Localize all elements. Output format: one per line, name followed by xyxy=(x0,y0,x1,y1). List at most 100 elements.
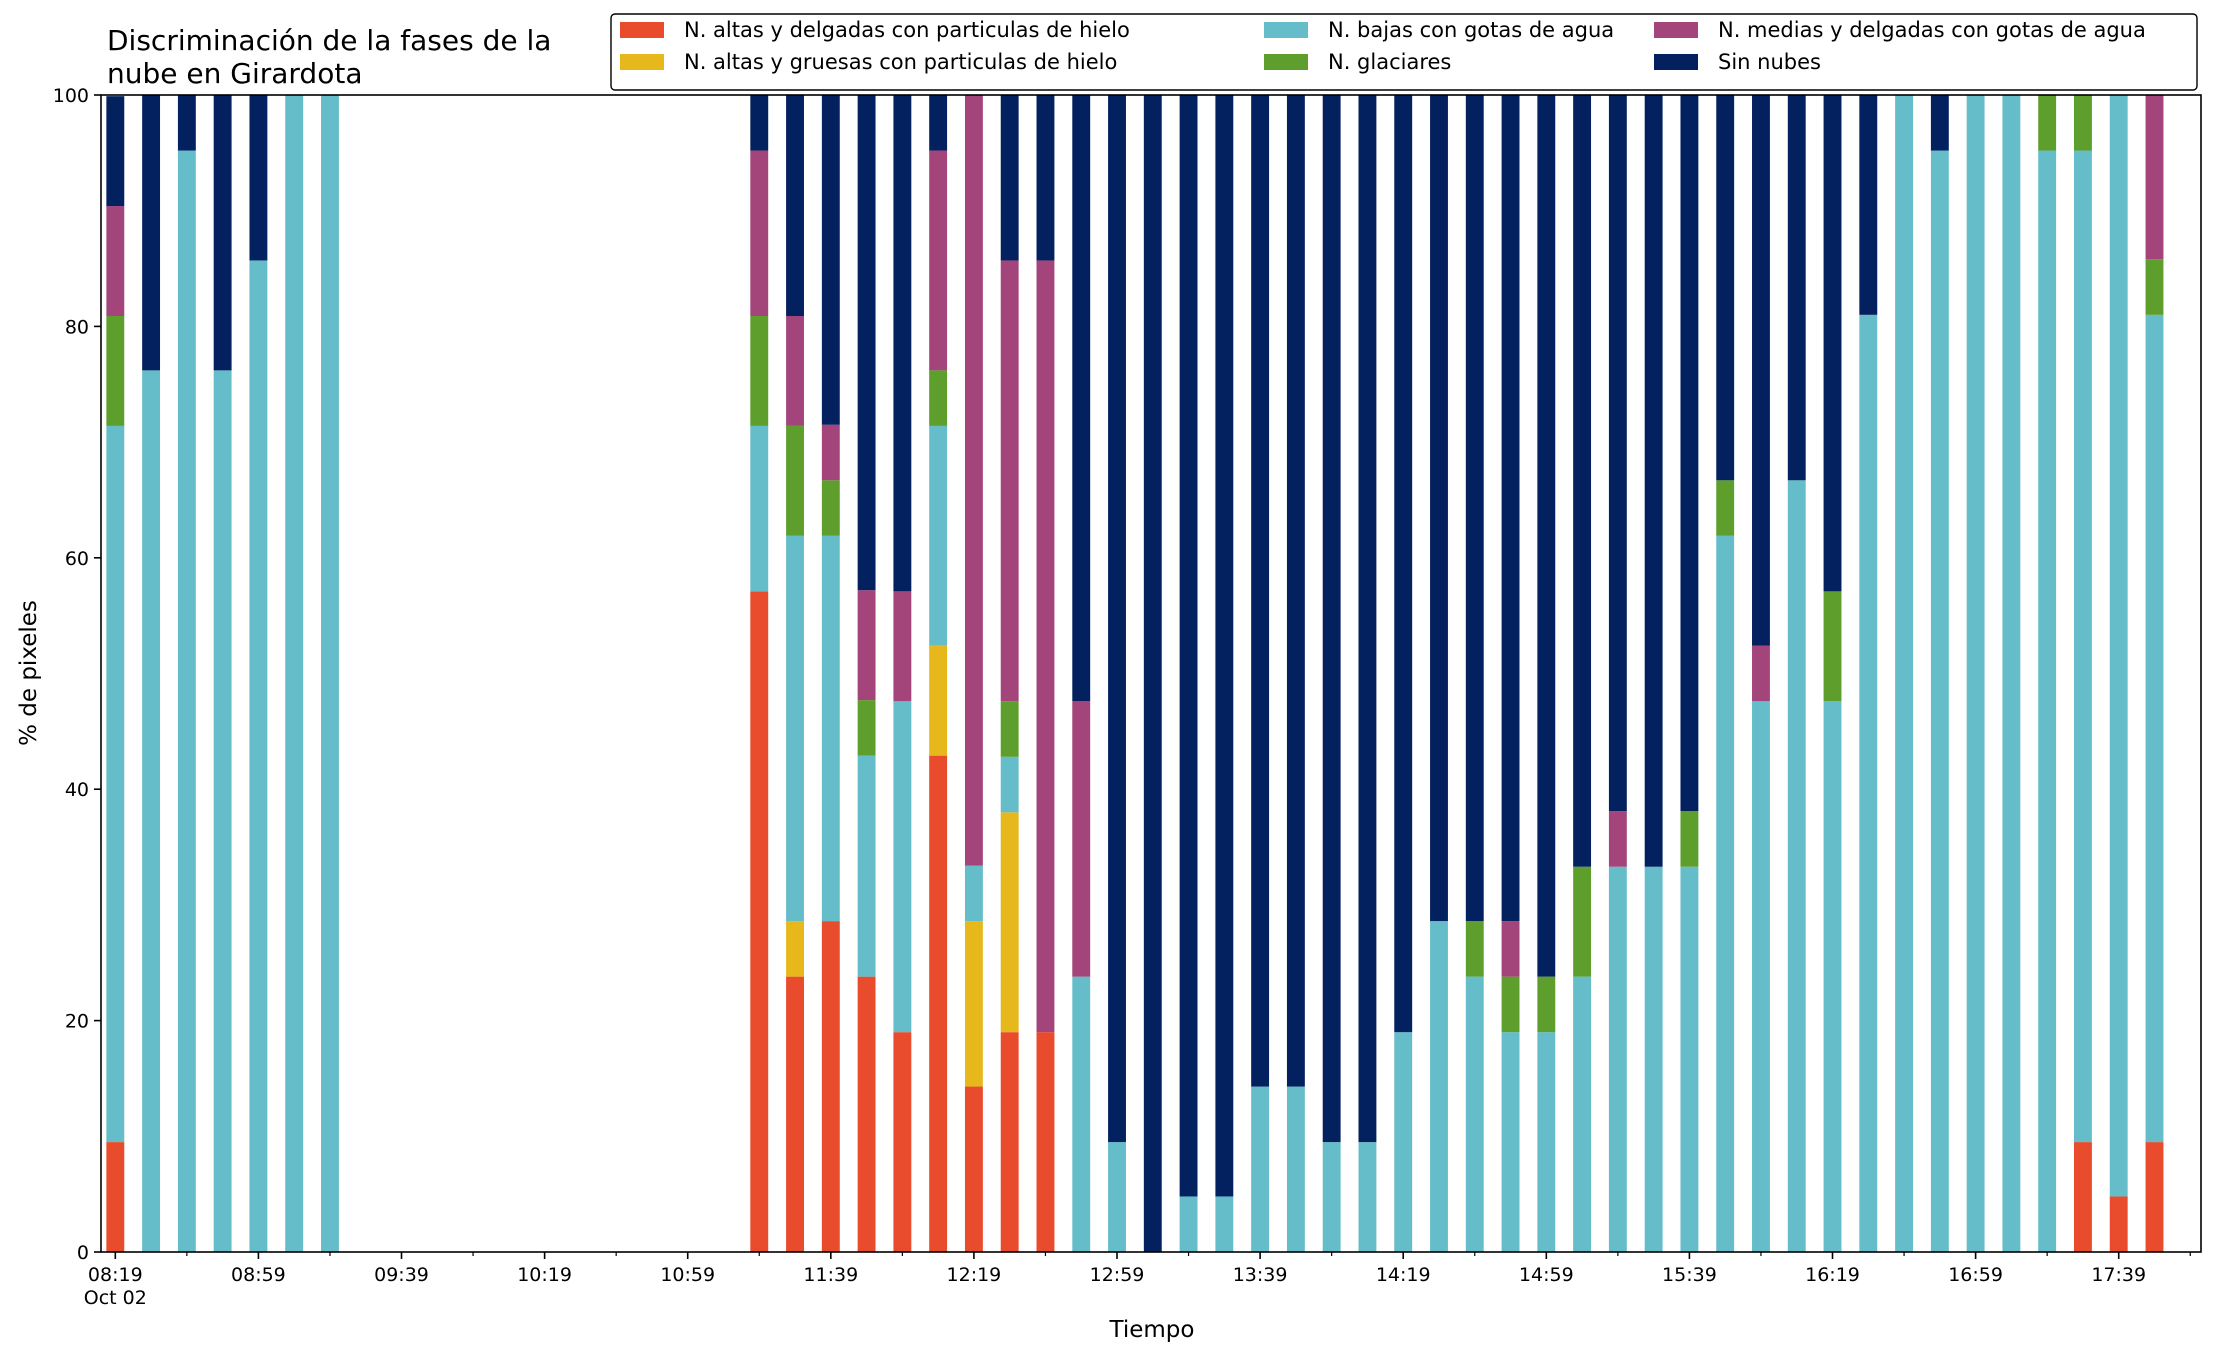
bar-0819-n-glaciares xyxy=(106,315,125,426)
bar-1509-sin-nubes xyxy=(1573,95,1592,867)
x-tick-label: 10:59 xyxy=(660,1264,715,1286)
bar-1619-sin-nubes xyxy=(1823,95,1842,592)
legend-item-sin-nubes: Sin nubes xyxy=(1654,50,1821,74)
bar-1749-n-medias-y-delgadas-con-gotas-de-agua xyxy=(2145,95,2164,260)
bar-0829-n-bajas-con-gotas-de-agua xyxy=(142,370,161,1252)
bar-1519-n-medias-y-delgadas-con-gotas-de-agua xyxy=(1608,811,1627,867)
bar-1459-n-bajas-con-gotas-de-agua xyxy=(1537,1032,1556,1252)
bar-1229-sin-nubes xyxy=(1000,95,1019,261)
bar-1749-n-glaciares xyxy=(2145,259,2164,315)
bar-1239-n-altas-y-delgadas-con-particulas-de-hielo xyxy=(1036,1032,1055,1252)
bar-1309-sin-nubes xyxy=(1143,95,1162,1252)
bar-1209-sin-nubes xyxy=(929,95,948,151)
y-tick-label: 80 xyxy=(65,316,89,338)
legend-label: Sin nubes xyxy=(1718,50,1821,74)
x-tick-label: 11:39 xyxy=(803,1264,858,1286)
bar-1219-n-altas-y-delgadas-con-particulas-de-hielo xyxy=(964,1086,983,1252)
bar-1149-sin-nubes xyxy=(857,95,876,591)
bar-0819-n-medias-y-delgadas-con-gotas-de-agua xyxy=(106,206,125,316)
bar-1409-sin-nubes xyxy=(1358,95,1377,1143)
y-tick-label: 40 xyxy=(65,779,89,801)
bar-1459-sin-nubes xyxy=(1537,95,1556,977)
x-axis-label: Tiempo xyxy=(1109,1317,1195,1343)
bar-1539-n-bajas-con-gotas-de-agua xyxy=(1680,866,1699,1252)
bar-1739-n-bajas-con-gotas-de-agua xyxy=(2109,95,2128,1197)
bar-0859-sin-nubes xyxy=(249,95,268,261)
bar-1219-n-altas-y-gruesas-con-particulas-de-hielo xyxy=(964,921,983,1087)
bar-1529-n-bajas-con-gotas-de-agua xyxy=(1644,866,1663,1252)
bar-0829-sin-nubes xyxy=(142,95,161,371)
bar-1719-n-bajas-con-gotas-de-agua xyxy=(2038,150,2057,1252)
legend-label: N. bajas con gotas de agua xyxy=(1328,18,1614,42)
bar-1349-sin-nubes xyxy=(1286,95,1305,1087)
bar-1119-sin-nubes xyxy=(750,95,769,151)
x-tick-label: 13:39 xyxy=(1233,1264,1288,1286)
legend-label: N. altas y gruesas con particulas de hie… xyxy=(684,50,1117,74)
y-axis: 0 20 40 60 80 100 xyxy=(53,85,101,1264)
y-tick-label: 0 xyxy=(77,1242,89,1264)
bar-1609-sin-nubes xyxy=(1787,95,1806,481)
y-tick-label: 100 xyxy=(53,85,89,107)
bar-1229-n-altas-y-delgadas-con-particulas-de-hielo xyxy=(1000,1032,1019,1252)
legend-swatch xyxy=(620,54,664,70)
bar-1439-n-glaciares xyxy=(1465,921,1484,977)
legend-swatch xyxy=(1654,54,1698,70)
bar-1209-n-medias-y-delgadas-con-gotas-de-agua xyxy=(929,150,948,371)
bar-1139-n-altas-y-delgadas-con-particulas-de-hielo xyxy=(821,921,840,1252)
bar-1539-sin-nubes xyxy=(1680,95,1699,812)
bar-1329-n-bajas-con-gotas-de-agua xyxy=(1215,1196,1234,1252)
bar-1419-sin-nubes xyxy=(1394,95,1413,1033)
bar-1209-n-altas-y-gruesas-con-particulas-de-hielo xyxy=(929,645,948,756)
bar-1409-n-bajas-con-gotas-de-agua xyxy=(1358,1142,1377,1252)
bar-1339-n-bajas-con-gotas-de-agua xyxy=(1251,1086,1270,1252)
bar-1119-n-glaciares xyxy=(750,315,769,426)
bar-1219-n-bajas-con-gotas-de-agua xyxy=(964,865,983,922)
bar-1209-n-glaciares xyxy=(929,370,948,426)
bar-1209-n-altas-y-delgadas-con-particulas-de-hielo xyxy=(929,755,948,1252)
bar-1709-n-bajas-con-gotas-de-agua xyxy=(2002,95,2021,1252)
bar-1229-n-medias-y-delgadas-con-gotas-de-agua xyxy=(1000,260,1019,702)
legend-swatch xyxy=(1264,22,1308,38)
y-tick-label: 60 xyxy=(65,548,89,570)
bar-1149-n-glaciares xyxy=(857,700,876,756)
bar-0909-n-bajas-con-gotas-de-agua xyxy=(285,95,304,1252)
bar-1629-sin-nubes xyxy=(1859,95,1878,315)
x-tick-label: 10:19 xyxy=(517,1264,572,1286)
bar-1629-n-bajas-con-gotas-de-agua xyxy=(1859,314,1878,1253)
chart-title-line-2: nube en Girardota xyxy=(107,57,362,90)
bar-1449-n-bajas-con-gotas-de-agua xyxy=(1501,1032,1520,1252)
bar-1139-sin-nubes xyxy=(821,95,840,425)
bar-1729-n-glaciares xyxy=(2074,95,2092,151)
x-tick-label: 16:59 xyxy=(1948,1264,2003,1286)
bar-0819-n-altas-y-delgadas-con-particulas-de-hielo xyxy=(106,1142,125,1252)
bar-1349-n-bajas-con-gotas-de-agua xyxy=(1286,1086,1305,1252)
x-tick-label: 12:59 xyxy=(1090,1264,1145,1286)
bar-1739-n-altas-y-delgadas-con-particulas-de-hielo xyxy=(2109,1196,2128,1252)
bar-0859-n-bajas-con-gotas-de-agua xyxy=(249,260,268,1252)
bar-1229-n-glaciares xyxy=(1000,701,1019,757)
x-tick-label: 14:59 xyxy=(1519,1264,1574,1286)
legend-label: N. medias y delgadas con gotas de agua xyxy=(1718,18,2146,42)
bar-1559-n-bajas-con-gotas-de-agua xyxy=(1752,701,1770,1252)
legend-item-n-medias-y-delgadas-con-gotas-de-agua: N. medias y delgadas con gotas de agua xyxy=(1654,18,2146,42)
bar-1249-n-bajas-con-gotas-de-agua xyxy=(1072,976,1091,1252)
bar-1549-n-bajas-con-gotas-de-agua xyxy=(1716,535,1735,1252)
legend-label: N. altas y delgadas con particulas de hi… xyxy=(684,18,1130,42)
legend-item-n-bajas-con-gotas-de-agua: N. bajas con gotas de agua xyxy=(1264,18,1614,42)
bar-1129-sin-nubes xyxy=(786,95,804,316)
bar-1519-n-bajas-con-gotas-de-agua xyxy=(1608,866,1627,1252)
bar-1319-sin-nubes xyxy=(1179,95,1198,1197)
bar-1439-n-bajas-con-gotas-de-agua xyxy=(1465,976,1484,1252)
bar-1439-sin-nubes xyxy=(1465,95,1484,922)
x-tick-label: 17:39 xyxy=(2091,1264,2146,1286)
legend-item-n-altas-y-delgadas-con-particulas-de-hielo: N. altas y delgadas con particulas de hi… xyxy=(620,18,1130,42)
bar-1449-sin-nubes xyxy=(1501,95,1520,922)
x-tick-label: 08:59 xyxy=(231,1264,286,1286)
bar-1639-n-bajas-con-gotas-de-agua xyxy=(1895,95,1914,1252)
bar-1119-n-medias-y-delgadas-con-gotas-de-agua xyxy=(750,150,769,316)
legend-item-n-glaciares: N. glaciares xyxy=(1264,50,1451,74)
bar-1209-n-bajas-con-gotas-de-agua xyxy=(929,425,948,646)
bar-1649-n-bajas-con-gotas-de-agua xyxy=(1930,150,1949,1252)
